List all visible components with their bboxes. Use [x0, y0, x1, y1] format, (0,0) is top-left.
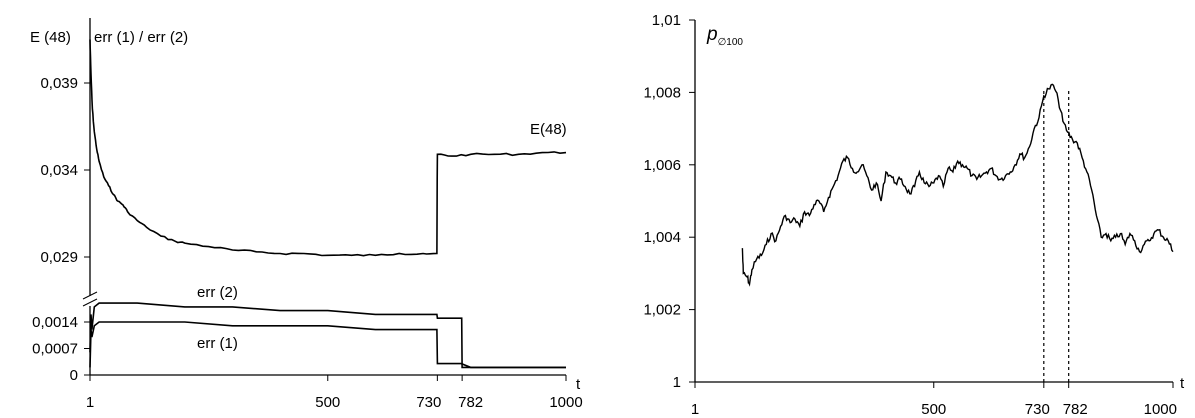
right-x-tick-label: 500: [921, 401, 946, 418]
right-x-tick-label: 730: [1025, 401, 1050, 418]
right-x-ticks: 1 500 730 782 1000: [691, 382, 1177, 418]
right-y-tick-label: 1,008: [643, 84, 681, 101]
right-y-tick-label: 1,01: [652, 12, 681, 29]
left-lower-y-ticks: 0,0014 0,0007 0: [32, 314, 90, 384]
axis-break-mark-bottom: [82, 298, 98, 307]
left-ylabel-left: E (48): [30, 29, 71, 46]
right-x-tick-label: 782: [1063, 401, 1088, 418]
right-x-tick-label: 1: [691, 401, 699, 418]
right-ylabel-subscript: ∅100: [718, 37, 744, 48]
right-ylabel-main: p: [706, 24, 718, 45]
left-x-tick-label: 1000: [549, 394, 582, 411]
right-y-tick-label: 1,006: [643, 157, 681, 174]
left-x-tick-label: 782: [458, 394, 483, 411]
right-x-tick-label: 1000: [1144, 401, 1177, 418]
left-xlabel: t: [576, 376, 581, 393]
right-y-tick-label: 1,004: [643, 229, 681, 246]
left-x-tick-label: 730: [416, 394, 441, 411]
series-line-err1: [89, 321, 566, 369]
left-lower-y-tick-label: 0: [70, 367, 78, 384]
series-line-p: [741, 83, 1174, 287]
right-reference-lines: [1043, 88, 1070, 382]
series-line-err2: [89, 302, 566, 369]
axis-break-mark-top: [82, 291, 98, 300]
left-lower-y-tick-label: 0,0007: [32, 341, 78, 358]
left-upper-y-tick-label: 0,034: [40, 162, 78, 179]
left-x-ticks: 1 500 730 782 1000: [86, 375, 583, 411]
left-upper-y-tick-label: 0,029: [40, 249, 78, 266]
annotation-e48: E(48): [530, 121, 567, 138]
left-ylabel-right: err (1) / err (2): [94, 29, 188, 46]
right-y-tick-label: 1: [673, 374, 681, 391]
annotation-err2: err (2): [197, 284, 238, 301]
left-chart: 0,039 0,034 0,029 0,0014 0,0007 0 1 500 730 782…: [30, 18, 583, 411]
left-x-tick-label: 1: [86, 394, 94, 411]
series-line-e48: [89, 39, 567, 257]
left-upper-y-ticks: 0,039 0,034 0,029: [40, 75, 90, 266]
right-chart: 1,01 1,008 1,006 1,004 1,002 1 1 500 730 782 1000…: [643, 12, 1185, 418]
right-y-ticks: 1,01 1,008 1,006 1,004 1,002 1: [643, 12, 695, 391]
annotation-err1: err (1): [197, 335, 238, 352]
left-upper-y-tick-label: 0,039: [40, 75, 78, 92]
left-lower-y-tick-label: 0,0014: [32, 314, 78, 331]
right-ylabel: p∅100: [706, 24, 743, 48]
left-x-tick-label: 500: [315, 394, 340, 411]
right-y-tick-label: 1,002: [643, 302, 681, 319]
right-xlabel: t: [1180, 375, 1185, 392]
